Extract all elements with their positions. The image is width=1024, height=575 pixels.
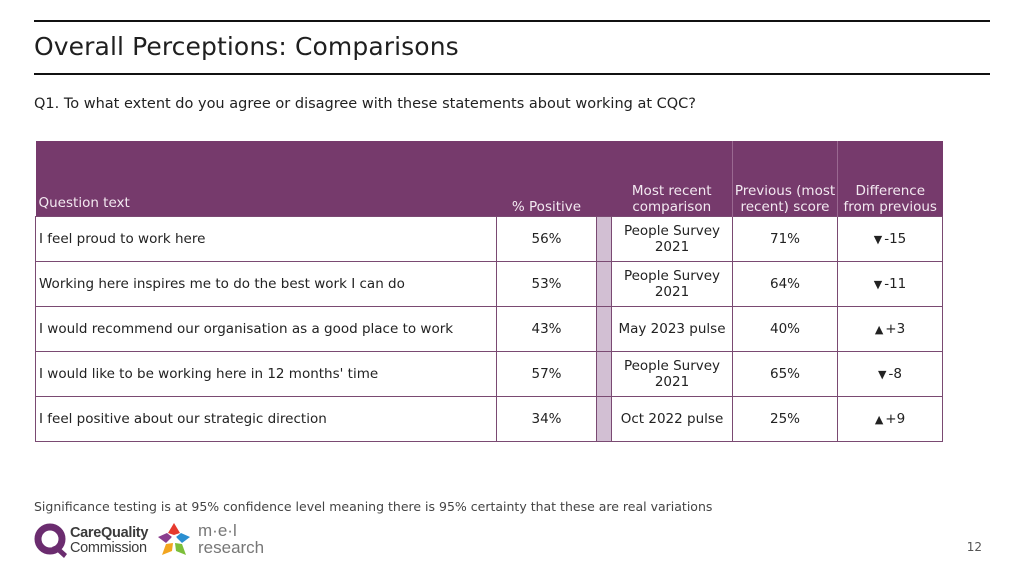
mel-wordmark-line1: m·e·l [198, 521, 237, 540]
row-pct-positive: 34% [496, 396, 597, 442]
row-difference: ▲ +9 [837, 396, 943, 442]
row-question-text: I feel positive about our strategic dire… [35, 396, 497, 442]
cqc-wordmark-line2: Commission [70, 540, 147, 556]
comparison-table: Question text % Positive Most recent com… [35, 141, 943, 442]
row-pct-positive: 56% [496, 216, 597, 262]
mel-research-logo: m·e·l research [156, 521, 271, 561]
arrow-up-icon: ▲ [874, 412, 884, 426]
row-question-text: I would like to be working here in 12 mo… [35, 351, 497, 397]
title-underline [34, 73, 990, 75]
row-previous-score: 65% [732, 351, 838, 397]
cqc-q-icon [34, 523, 67, 558]
header-question-text: Question text [35, 141, 497, 217]
row-swatch [596, 351, 612, 397]
row-question-text: I feel proud to work here [35, 216, 497, 262]
header-previous-score: Previous (most recent) score [732, 141, 838, 217]
row-swatch [596, 396, 612, 442]
row-difference: ▼ -15 [837, 216, 943, 262]
row-difference: ▼ -11 [837, 261, 943, 307]
table-row: I would like to be working here in 12 mo… [35, 351, 943, 397]
table-header-row: Question text % Positive Most recent com… [35, 141, 943, 217]
row-pct-positive: 57% [496, 351, 597, 397]
arrow-up-icon: ▲ [874, 322, 884, 336]
top-rule [34, 20, 990, 22]
table-row: I feel positive about our strategic dire… [35, 396, 943, 442]
row-difference-value: +3 [885, 320, 906, 337]
row-comparison: People Survey 2021 [611, 216, 733, 262]
row-comparison: May 2023 pulse [611, 306, 733, 352]
cqc-wordmark: CareQuality Commission [70, 526, 148, 556]
row-difference-value: -8 [888, 365, 902, 382]
table-row: Working here inspires me to do the best … [35, 261, 943, 307]
row-comparison: People Survey 2021 [611, 351, 733, 397]
row-pct-positive: 43% [496, 306, 597, 352]
row-previous-score: 64% [732, 261, 838, 307]
row-previous-score: 25% [732, 396, 838, 442]
row-swatch [596, 216, 612, 262]
row-comparison: People Survey 2021 [611, 261, 733, 307]
header-swatch-spacer [596, 141, 612, 217]
header-pct-positive: % Positive [496, 141, 597, 217]
row-previous-score: 40% [732, 306, 838, 352]
header-difference: Difference from previous [837, 141, 943, 217]
row-difference-value: -11 [884, 275, 907, 292]
row-question-text: Working here inspires me to do the best … [35, 261, 497, 307]
row-previous-score: 71% [732, 216, 838, 262]
mel-star-icon [158, 523, 190, 555]
arrow-down-icon: ▼ [873, 277, 883, 291]
table-row: I feel proud to work here 56% People Surve… [35, 216, 943, 262]
row-swatch [596, 306, 612, 352]
survey-question: Q1. To what extent do you agree or disag… [34, 96, 697, 112]
arrow-down-icon: ▼ [878, 367, 887, 381]
row-swatch [596, 261, 612, 307]
table-row: I would recommend our organisation as a … [35, 306, 943, 352]
significance-note: Significance testing is at 95% confidenc… [34, 499, 713, 514]
mel-wordmark-line2: research [198, 538, 265, 557]
arrow-down-icon: ▼ [873, 232, 883, 246]
row-difference: ▼ -8 [837, 351, 943, 397]
cqc-logo: CareQuality Commission [34, 523, 152, 563]
row-difference: ▲ +3 [837, 306, 943, 352]
row-question-text: I would recommend our organisation as a … [35, 306, 497, 352]
cqc-wordmark-line1: CareQuality [70, 525, 149, 541]
page-number: 12 [966, 540, 982, 554]
mel-wordmark: m·e·l research [198, 522, 264, 556]
row-pct-positive: 53% [496, 261, 597, 307]
row-comparison: Oct 2022 pulse [611, 396, 733, 442]
row-difference-value: -15 [884, 230, 907, 247]
page-title: Overall Perceptions: Comparisons [34, 32, 459, 61]
header-comparison: Most recent comparison [611, 141, 733, 217]
row-difference-value: +9 [885, 410, 906, 427]
